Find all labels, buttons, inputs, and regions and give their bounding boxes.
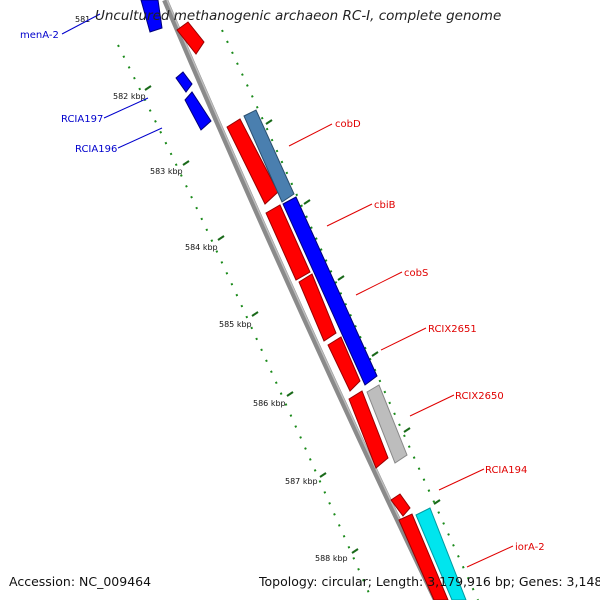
genome-backbone bbox=[162, 0, 439, 600]
cbiB-cds[interactable] bbox=[265, 204, 311, 281]
ruler-label: 582 kbp bbox=[113, 92, 146, 101]
outer-ruler-track bbox=[221, 29, 479, 600]
ruler-label: 588 kbp bbox=[315, 554, 348, 563]
iorA-2-track[interactable] bbox=[415, 507, 467, 600]
gene-label-RCIA196[interactable]: RCIA196 bbox=[75, 144, 117, 155]
forward-cds[interactable] bbox=[176, 21, 205, 55]
cobD-track[interactable] bbox=[243, 109, 295, 203]
topology-text: Topology: circular; Length: 3,179,916 bp… bbox=[259, 574, 600, 589]
ruler-labels: 581 582 kbp 583 kbp 584 kbp 585 kbp 586 … bbox=[75, 15, 348, 563]
RCIX2650-track[interactable] bbox=[366, 384, 408, 464]
ruler-label: 584 kbp bbox=[185, 243, 218, 252]
cbiB-cobS-track[interactable] bbox=[282, 196, 378, 386]
ruler-label: 587 kbp bbox=[285, 477, 318, 486]
genome-backbone-highlight bbox=[166, 0, 439, 600]
RCIX2650-cds[interactable] bbox=[348, 390, 389, 469]
ruler-label: 585 kbp bbox=[219, 320, 252, 329]
gene-labels-left: menA-2 RCIA197 RCIA196 bbox=[20, 30, 117, 155]
ruler-label: 583 kbp bbox=[150, 167, 183, 176]
gene-label-RCIA197[interactable]: RCIA197 bbox=[61, 114, 103, 125]
gene-label-RCIX2651[interactable]: RCIX2651 bbox=[428, 324, 477, 335]
gene-label-cobS[interactable]: cobS bbox=[404, 268, 428, 279]
RCIA194-cds[interactable] bbox=[390, 493, 411, 517]
cobS-cds[interactable] bbox=[298, 273, 337, 342]
RCIX2651-cds[interactable] bbox=[327, 336, 361, 392]
iorA-2-cds[interactable] bbox=[398, 513, 449, 600]
accession-text: Accession: NC_009464 bbox=[9, 574, 152, 589]
gene-label-menA-2[interactable]: menA-2 bbox=[20, 30, 59, 41]
gene-label-cbiB[interactable]: cbiB bbox=[374, 200, 396, 211]
gene-label-cobD[interactable]: cobD bbox=[335, 119, 361, 130]
label-leaders bbox=[61, 13, 514, 568]
ruler-label: 581 bbox=[75, 15, 90, 24]
map-title: Uncultured methanogenic archaeon RC-I, c… bbox=[95, 8, 502, 24]
RCIA196-feature[interactable] bbox=[184, 91, 212, 131]
forward-strand-track-1 bbox=[176, 21, 449, 600]
gene-label-RCIA194[interactable]: RCIA194 bbox=[485, 465, 527, 476]
RCIA197-feature[interactable] bbox=[175, 71, 193, 93]
inner-ruler-track bbox=[117, 44, 373, 600]
ruler-label: 586 kbp bbox=[253, 399, 286, 408]
feature-type-track-2 bbox=[243, 109, 467, 600]
inner-ruler-ticks bbox=[144, 85, 359, 554]
outer-ruler-ticks bbox=[265, 119, 441, 505]
gene-label-iorA-2[interactable]: iorA-2 bbox=[515, 542, 545, 553]
gene-label-RCIX2650[interactable]: RCIX2650 bbox=[455, 391, 504, 402]
menA-2-feature[interactable] bbox=[140, 0, 163, 33]
gene-labels-right: cobD cbiB cobS RCIX2651 RCIX2650 RCIA194… bbox=[335, 119, 545, 553]
reverse-strand-features bbox=[140, 0, 212, 131]
